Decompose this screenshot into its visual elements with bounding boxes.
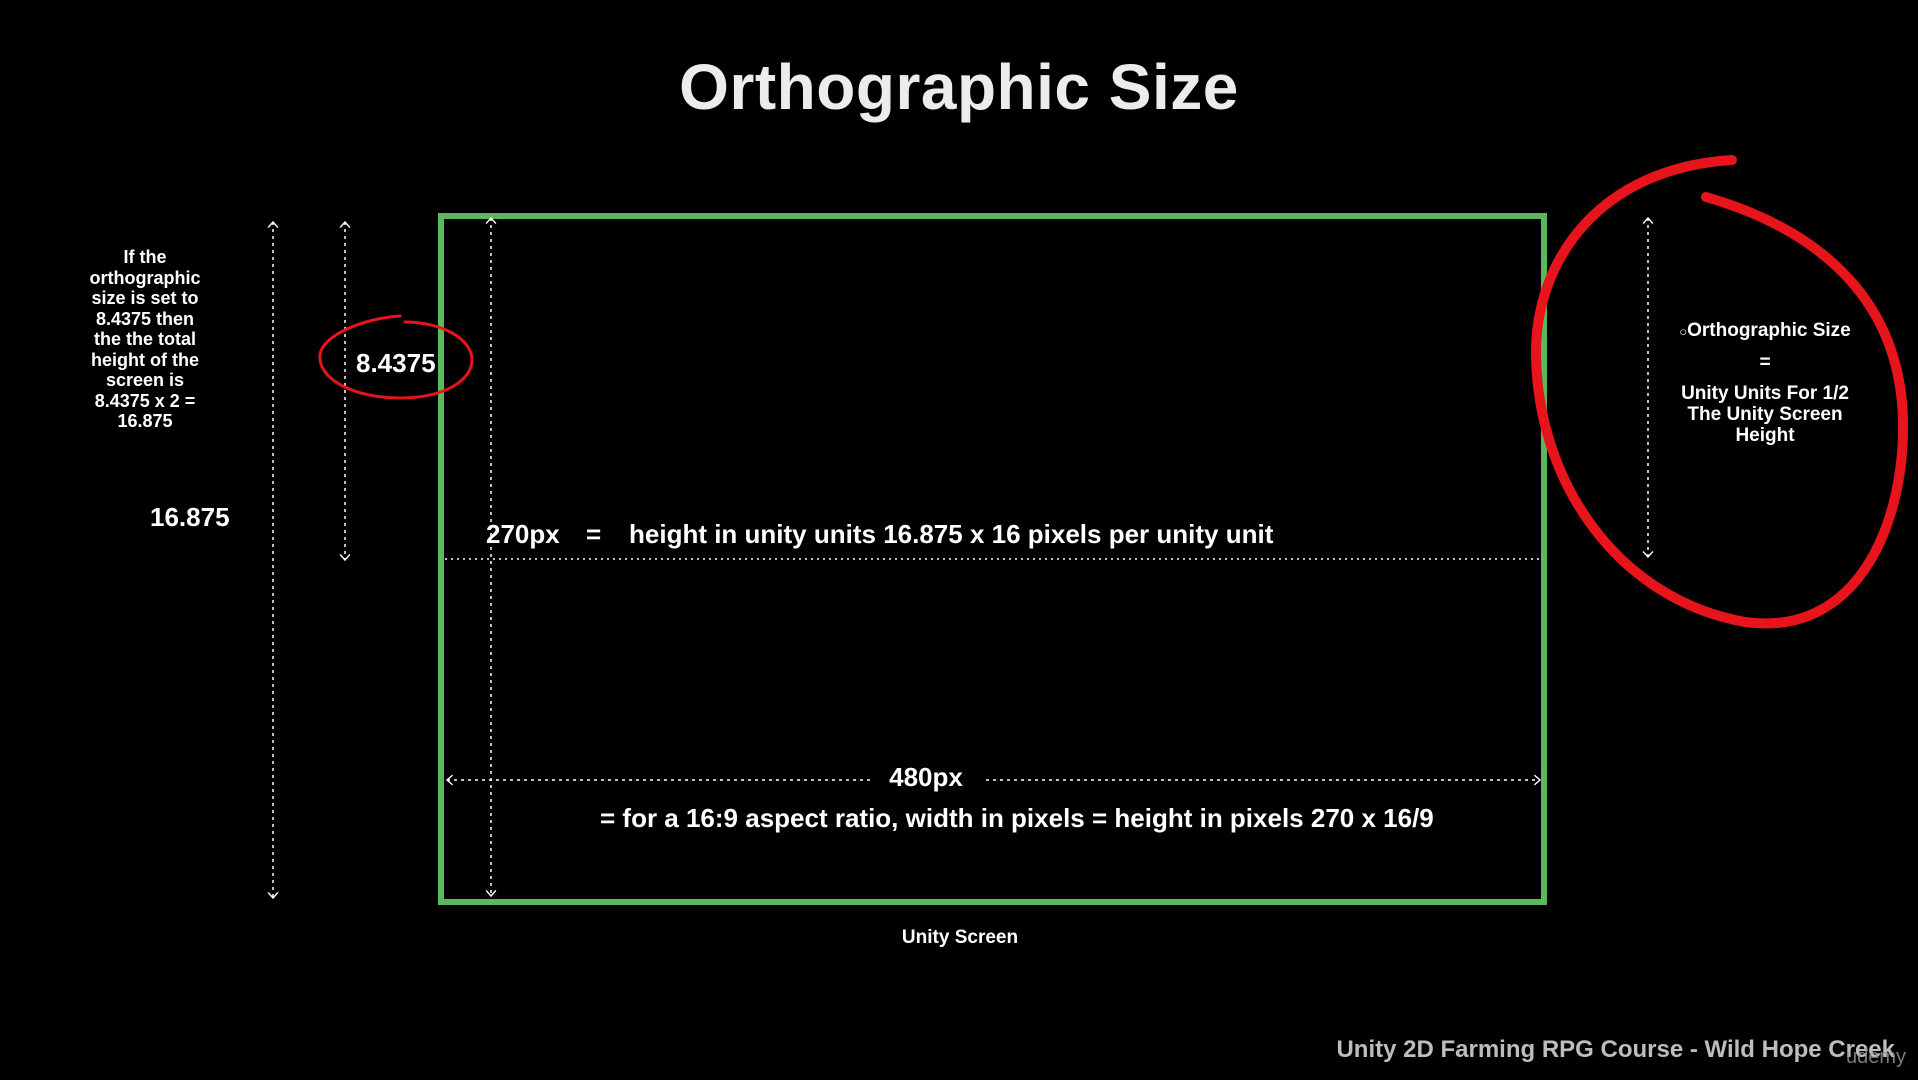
screen-caption: Unity Screen bbox=[901, 927, 1019, 948]
course-footer: Unity 2D Farming RPG Course - Wild Hope … bbox=[1336, 1036, 1895, 1063]
definition-term: Orthographic Size bbox=[1687, 320, 1851, 341]
definition-line: Height bbox=[1735, 425, 1795, 446]
slide-title: Orthographic Size bbox=[679, 51, 1239, 123]
bullet-icon: ○ bbox=[1679, 324, 1688, 339]
note-line: screen is bbox=[105, 370, 185, 390]
udemy-watermark: udemy bbox=[1845, 1046, 1906, 1068]
pixel-width-label: 480px bbox=[870, 762, 982, 793]
note-line: If the bbox=[123, 247, 167, 267]
note-line: the the total bbox=[94, 329, 196, 349]
equals-sign: = bbox=[586, 519, 602, 549]
annotation-circle-large bbox=[1530, 155, 1909, 629]
ortho-size-definition: ○Orthographic Size = Unity Units For 1/2… bbox=[1660, 320, 1870, 446]
unity-screen-frame bbox=[438, 213, 1547, 905]
definition-term-line: ○Orthographic Size bbox=[1660, 320, 1870, 342]
height-equation: height in unity units 16.875 x 16 pixels… bbox=[629, 519, 1274, 549]
explanation-note: If the orthographic size is set to 8.437… bbox=[70, 247, 220, 432]
note-line: height of the bbox=[91, 349, 199, 370]
total-height-label: 16.875 bbox=[150, 502, 230, 532]
annotation-circle-small bbox=[318, 314, 474, 400]
width-equation: = for a 16:9 aspect ratio, width in pixe… bbox=[600, 803, 1434, 833]
note-line: orthographic bbox=[89, 267, 201, 288]
definition-line: Unity Units For 1/2 bbox=[1681, 383, 1849, 404]
note-line: 16.875 bbox=[117, 411, 173, 431]
note-line: 8.4375 then bbox=[95, 308, 195, 329]
definition-equals: = bbox=[1759, 352, 1771, 373]
definition-line: The Unity Screen bbox=[1687, 404, 1843, 425]
note-line: size is set to bbox=[91, 288, 199, 308]
note-line: 8.4375 x 2 = bbox=[94, 390, 196, 411]
half-height-label: 8.4375 bbox=[356, 348, 436, 378]
pixel-height-label: 270px bbox=[486, 519, 560, 549]
